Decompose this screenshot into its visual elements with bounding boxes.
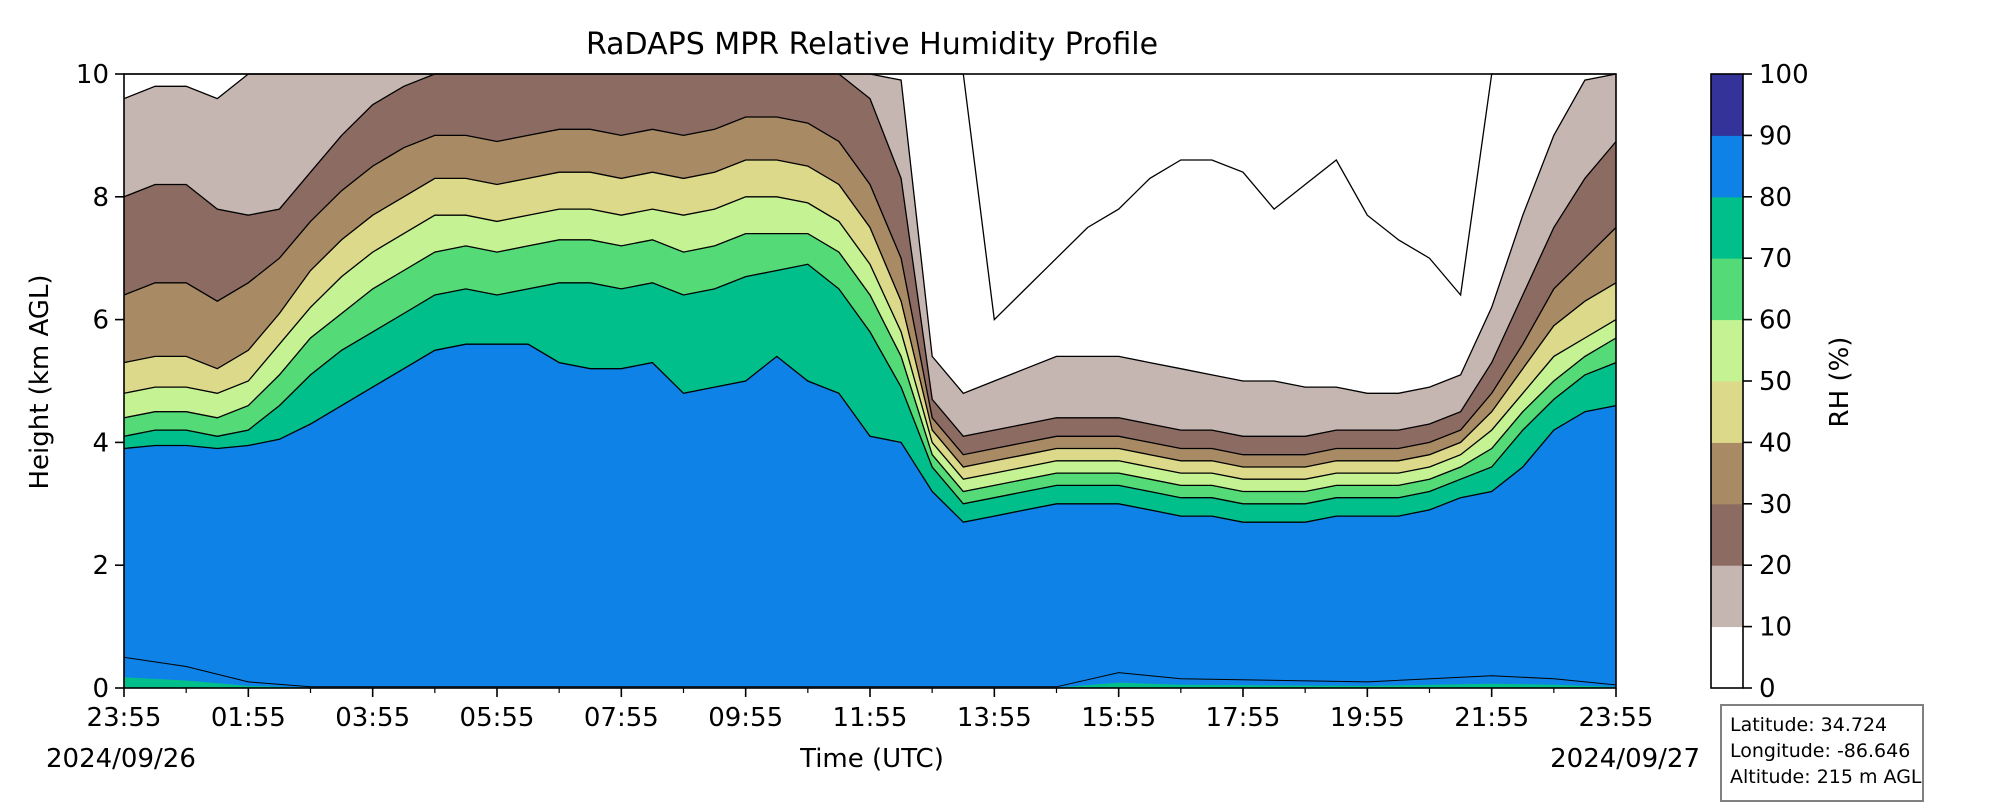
start-date-label: 2024/09/26 xyxy=(46,744,196,774)
y-axis-label: Height (km AGL) xyxy=(25,274,55,489)
plot-area xyxy=(123,73,1617,689)
latitude-text: Latitude: 34.724 xyxy=(1730,714,1888,736)
y-tick-label: 10 xyxy=(76,60,109,90)
x-tick-label: 17:55 xyxy=(1206,703,1281,733)
x-tick-label: 21:55 xyxy=(1454,703,1529,733)
contour-rh-50 xyxy=(123,159,1617,468)
contour-rh-90 xyxy=(123,343,1617,523)
x-tick-label: 13:55 xyxy=(957,703,1032,733)
station-info-box: Latitude: 34.724 Longitude: -86.646 Alti… xyxy=(1720,704,1924,802)
y-tick-label: 6 xyxy=(92,306,109,336)
y-tick-label: 8 xyxy=(92,183,109,213)
colorbar: 0 10 20 30 40 50 60 70 80 90 100 xyxy=(1710,60,1809,704)
chart-title: RaDAPS MPR Relative Humidity Profile xyxy=(586,27,1158,62)
y-tick-label: 4 xyxy=(92,428,109,458)
colorbar-tick-label: 40 xyxy=(1759,428,1792,458)
surface-layer-inner xyxy=(124,677,1616,688)
contour-rh-30 xyxy=(123,73,1617,438)
x-axis-label: Time (UTC) xyxy=(799,744,944,774)
longitude-text: Longitude: -86.646 xyxy=(1730,740,1911,762)
x-tick-label: 09:55 xyxy=(708,703,783,733)
y-tick-label: 2 xyxy=(92,551,109,581)
colorbar-segment xyxy=(1711,74,1743,136)
y-tick-label: 0 xyxy=(92,674,109,704)
colorbar-segment xyxy=(1711,196,1743,259)
colorbar-tick-label: 30 xyxy=(1759,490,1792,520)
x-axis: 23:55 01:55 03:55 05:55 07:55 09:55 11:55 13:55… xyxy=(87,688,1654,733)
contour-rh-80 xyxy=(123,263,1617,505)
colorbar-segment xyxy=(1711,565,1743,628)
colorbar-tick-label: 50 xyxy=(1759,367,1792,397)
colorbar-segment xyxy=(1711,626,1743,689)
colorbar-tick-label: 20 xyxy=(1759,551,1792,581)
contour-rh-40 xyxy=(123,116,1617,456)
x-tick-label: 05:55 xyxy=(460,703,535,733)
colorbar-tick-label: 80 xyxy=(1759,183,1792,213)
colorbar-tick-label: 60 xyxy=(1759,306,1792,336)
colorbar-tick-label: 10 xyxy=(1759,613,1792,643)
colorbar-segment xyxy=(1711,442,1743,505)
colorbar-segment xyxy=(1711,319,1743,382)
colorbar-segment xyxy=(1711,135,1743,198)
x-tick-label: 07:55 xyxy=(584,703,659,733)
x-tick-label: 01:55 xyxy=(211,703,286,733)
contour-rh-70 xyxy=(123,232,1617,493)
x-tick-label: 19:55 xyxy=(1330,703,1405,733)
altitude-text: Altitude: 215 m AGL xyxy=(1730,766,1922,788)
x-tick-label: 23:55 xyxy=(1579,703,1654,733)
band-rh-90-100 xyxy=(124,344,1616,688)
contour-rh-60 xyxy=(123,196,1617,480)
surface-moist-layer xyxy=(123,656,1617,689)
x-tick-label: 11:55 xyxy=(833,703,908,733)
colorbar-segment xyxy=(1711,381,1743,443)
x-tick-label: 03:55 xyxy=(335,703,410,733)
colorbar-segment xyxy=(1711,503,1743,566)
colorbar-tick-label: 0 xyxy=(1759,674,1776,704)
y-axis: 0 2 4 6 8 10 xyxy=(76,60,124,704)
end-date-label: 2024/09/27 xyxy=(1550,744,1700,774)
x-tick-label: 15:55 xyxy=(1081,703,1156,733)
colorbar-segment xyxy=(1711,258,1743,321)
colorbar-label: RH (%) xyxy=(1825,337,1855,428)
colorbar-tick-label: 70 xyxy=(1759,244,1792,274)
colorbar-tick-label: 100 xyxy=(1759,60,1809,90)
x-tick-label: 23:55 xyxy=(87,703,162,733)
colorbar-tick-label: 90 xyxy=(1759,121,1792,151)
